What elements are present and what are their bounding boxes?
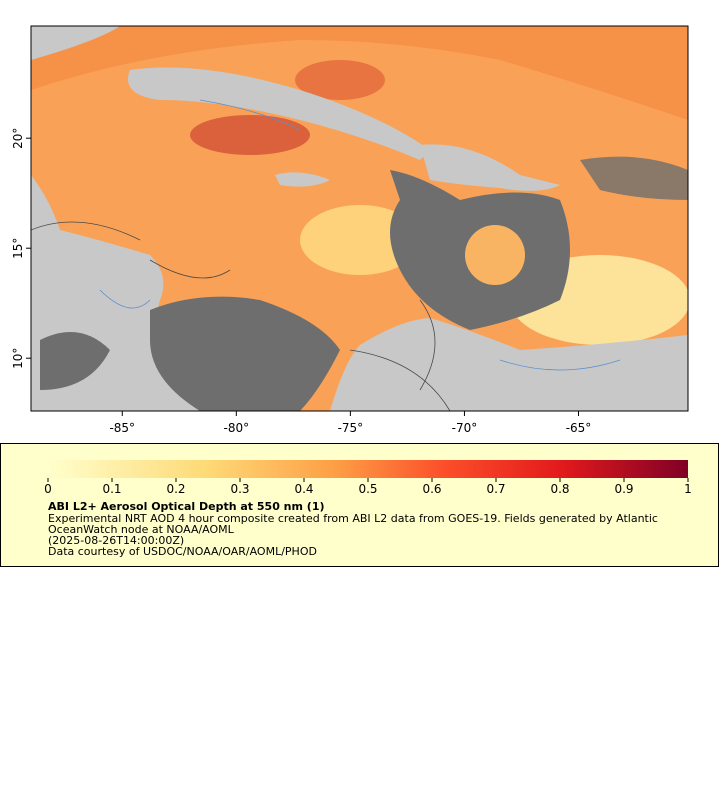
colorbar-tick-label: 0.5 — [358, 482, 377, 496]
colorbar-tick-label: 0.9 — [614, 482, 633, 496]
x-tick-label: -85° — [109, 421, 135, 435]
colorbar-tick-label: 0.1 — [102, 482, 121, 496]
legend-title: ABI L2+ Aerosol Optical Depth at 550 nm … — [48, 500, 325, 513]
map-frame — [30, 25, 689, 412]
colorbar-axis: 0 0.1 0.2 0.3 0.4 0.5 0.6 0.7 0.8 0.9 1 — [44, 478, 692, 496]
colorbar-tick-label: 0.4 — [294, 482, 313, 496]
legend-line: (2025-08-26T14:00:00Z) — [48, 534, 184, 547]
colorbar-tick-label: 0 — [44, 482, 52, 496]
map-image — [31, 26, 688, 411]
y-tick-label: 15° — [11, 238, 25, 259]
x-tick-label: -70° — [452, 421, 478, 435]
legend-line: Data courtesy of USDOC/NOAA/OAR/AOML/PHO… — [48, 545, 317, 558]
colorbar-tick-label: 0.7 — [486, 482, 505, 496]
y-tick-label: 20° — [11, 128, 25, 149]
colorbar-tick-label: 0.2 — [166, 482, 185, 496]
colorbar-tick-label: 0.6 — [422, 482, 441, 496]
colorbar-tick-label: 1 — [684, 482, 692, 496]
colorbar-tick-label: 0.8 — [550, 482, 569, 496]
axes: -85° -80° -75° -70° -65° 10° 15° 20° — [11, 128, 591, 435]
legend-line: OceanWatch node at NOAA/AOML — [48, 523, 235, 536]
colorbar — [48, 460, 688, 478]
legend-line: Experimental NRT AOD 4 hour composite cr… — [48, 512, 658, 525]
x-tick-label: -75° — [338, 421, 364, 435]
x-tick-label: -65° — [566, 421, 592, 435]
y-tick-label: 10° — [11, 348, 25, 369]
x-tick-label: -80° — [224, 421, 250, 435]
colorbar-tick-label: 0.3 — [230, 482, 249, 496]
